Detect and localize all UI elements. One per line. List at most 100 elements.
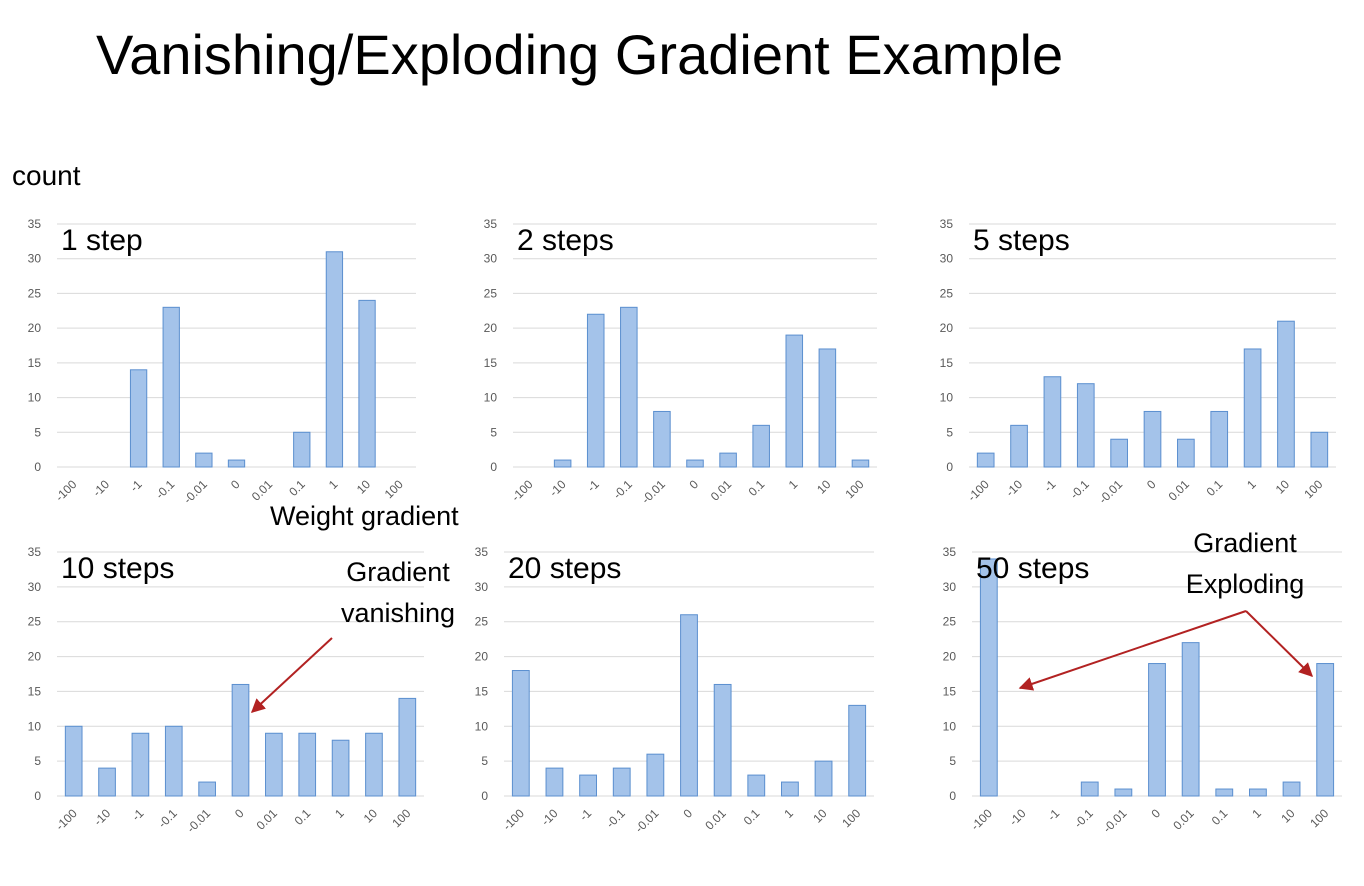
weight-gradient-label: Weight gradient [270,501,459,531]
bar [1010,424,1028,468]
y-tick-label: 25 [940,286,954,300]
x-tick-label: 0.01 [1170,806,1197,833]
x-tick-label: 0.1 [1209,806,1231,828]
x-tick-label: -10 [1006,806,1028,828]
x-tick-label: -100 [500,806,527,833]
bar [1181,642,1200,797]
y-tick-label: 0 [34,460,41,474]
x-tick-label: -1 [127,477,145,495]
bar [1143,410,1162,468]
x-tick-label: -0.1 [1067,477,1092,502]
x-tick-label: -1 [577,806,595,824]
bar [64,725,83,797]
x-tick-label: -10 [538,806,560,828]
x-tick-label: 0.01 [708,477,735,504]
bar [612,767,631,797]
bar [195,452,213,468]
bar [653,410,671,468]
bar [1282,781,1301,797]
y-axis-label: count [12,160,81,191]
x-tick-label: 1 [1244,477,1259,492]
bar [818,348,837,468]
y-tick-label: 30 [475,580,489,594]
x-tick-label: 0 [686,477,701,492]
x-tick-label: -0.1 [153,477,178,502]
x-tick-label: -10 [90,477,112,499]
bar [1210,410,1229,468]
x-tick-label: 100 [843,477,867,501]
bar [162,306,180,468]
x-tick-label: 0 [680,806,695,821]
y-tick-label: 10 [943,719,957,733]
x-tick-label: -100 [53,477,80,504]
bar [586,313,605,468]
x-tick-label: -0.1 [603,806,628,831]
y-tick-label: 35 [28,545,42,559]
histogram-title: 10 steps [61,552,174,585]
y-tick-label: 30 [28,580,42,594]
x-tick-label: 1 [326,477,341,492]
bar [713,683,732,797]
x-tick-label: 10 [814,477,834,497]
x-tick-label: 1 [786,477,801,492]
bar [814,760,833,797]
histogram-title: 1 step [61,224,143,257]
y-tick-label: 15 [940,356,954,370]
y-tick-label: 30 [484,252,498,266]
y-tick-label: 30 [943,580,957,594]
x-tick-label: 0 [228,477,243,492]
bar [719,452,737,468]
x-tick-label: -10 [547,477,569,499]
x-tick-label: -100 [53,806,80,833]
histogram-3: 0 5 10 15 20 25 30 35 -100 -10 -1 -0.1 -0.01 0 0.01 0.1… [940,217,1336,506]
x-tick-label: -0.1 [155,806,180,831]
y-tick-label: 0 [34,789,41,803]
x-tick-label: 1 [332,806,347,821]
x-tick-label: -100 [968,806,995,833]
x-tick-label: -100 [965,477,992,504]
y-tick-label: 15 [28,684,42,698]
bar [398,697,417,797]
x-tick-label: 100 [1301,477,1325,501]
y-tick-label: 0 [949,789,956,803]
x-tick-label: -0.01 [639,477,668,506]
x-tick-label: 10 [354,477,374,497]
bar [131,732,150,797]
histogram-title: 5 steps [973,224,1070,257]
bar [1080,781,1099,797]
x-tick-label: -0.1 [610,477,635,502]
bar [1310,431,1329,468]
bar [1177,438,1195,468]
bar [752,424,770,468]
y-tick-label: 15 [943,684,957,698]
bar [98,767,116,797]
y-tick-label: 5 [34,425,41,439]
histogram-title: 2 steps [517,224,614,257]
x-tick-label: 10 [1273,477,1293,497]
bar [553,459,572,468]
y-tick-label: 30 [28,252,42,266]
bar [1043,376,1062,468]
bar [851,459,870,468]
x-tick-label: 0.01 [254,806,281,833]
x-tick-label: 1 [1249,806,1264,821]
x-tick-label: -10 [91,806,113,828]
x-tick-label: 0.01 [702,806,729,833]
y-tick-label: 35 [475,545,489,559]
x-tick-label: 10 [361,806,381,826]
y-tick-label: 25 [28,615,42,629]
y-tick-label: 10 [940,391,954,405]
x-tick-label: 100 [389,806,413,830]
bar [1114,788,1133,797]
y-tick-label: 10 [28,391,42,405]
bar [1148,663,1166,797]
y-tick-label: 10 [484,391,498,405]
bar [293,431,311,468]
x-tick-label: -1 [129,806,147,824]
slide-title: Vanishing/Exploding Gradient Example [96,23,1064,86]
histogram-2: 0 5 10 15 20 25 30 35 -100 -10 -1 -0.1 -0.01 0 0.01 0.1… [484,217,877,506]
bar [1076,383,1095,468]
bar [129,369,148,468]
